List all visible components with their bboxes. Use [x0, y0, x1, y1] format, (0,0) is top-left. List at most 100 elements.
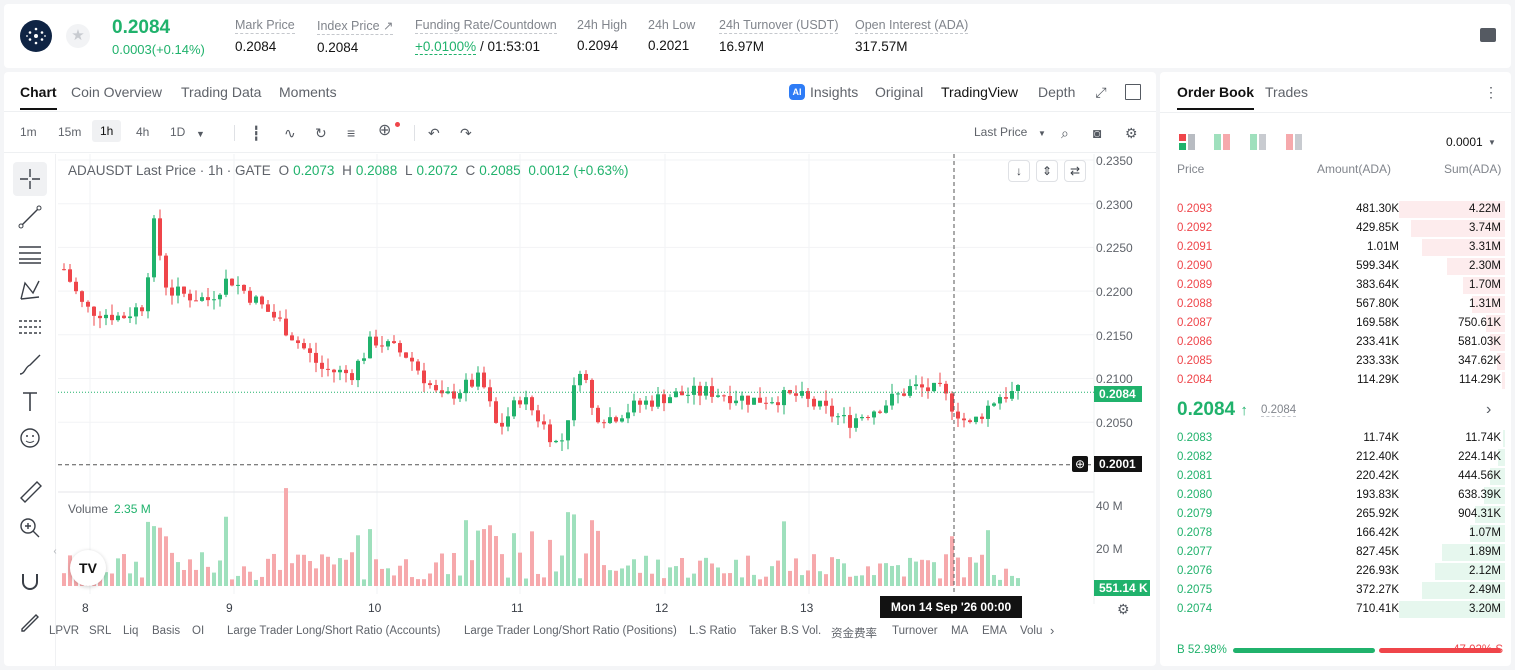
- ask-row[interactable]: 0.2092 429.85K 3.74M: [1160, 219, 1511, 238]
- indicator-tab[interactable]: Basis: [152, 625, 181, 637]
- indicator-tab[interactable]: Large Trader Long/Short Ratio (Accounts): [227, 625, 441, 637]
- tab-trades[interactable]: Trades: [1265, 84, 1309, 100]
- emoji-tool-icon[interactable]: [13, 421, 47, 455]
- ask-row[interactable]: 0.2090 599.34K 2.30M: [1160, 257, 1511, 276]
- precision-select[interactable]: 0.0001: [1446, 135, 1483, 149]
- fib-tool-icon[interactable]: [13, 310, 47, 344]
- bid-row[interactable]: 0.2075 372.27K 2.49M: [1160, 581, 1511, 600]
- bid-row[interactable]: 0.2080 193.83K 638.39K: [1160, 486, 1511, 505]
- timeframe-1m[interactable]: 1m: [20, 125, 37, 139]
- header-price: Price: [1177, 162, 1205, 176]
- ask-row[interactable]: 0.2084 114.29K 114.29K: [1160, 371, 1511, 390]
- view-bids-icon[interactable]: [1250, 134, 1266, 150]
- brush-tool-icon[interactable]: [13, 347, 47, 381]
- tab-coin-overview[interactable]: Coin Overview: [71, 84, 163, 100]
- indicators-icon[interactable]: ∿: [284, 125, 296, 141]
- tab-tradingview[interactable]: TradingView: [941, 84, 1019, 100]
- bid-row[interactable]: 0.2074 710.41K 3.20M: [1160, 600, 1511, 619]
- more-options-icon[interactable]: ⋮: [1484, 84, 1498, 100]
- ask-row[interactable]: 0.2093 481.30K 4.22M: [1160, 200, 1511, 219]
- tab-trading-data[interactable]: Trading Data: [181, 84, 262, 100]
- text-tool-icon[interactable]: [13, 384, 47, 418]
- view-asks-bids-icon[interactable]: [1214, 134, 1230, 150]
- ask-row[interactable]: 0.2087 169.58K 750.61K: [1160, 314, 1511, 333]
- ask-row[interactable]: 0.2085 233.33K 347.62K: [1160, 352, 1511, 371]
- bid-row[interactable]: 0.2079 265.92K 904.31K: [1160, 505, 1511, 524]
- row-sum: 1.07M: [1469, 527, 1501, 539]
- redo-icon[interactable]: ↷: [460, 125, 472, 141]
- chevron-right-icon[interactable]: ›: [1486, 401, 1492, 418]
- pencil-lock-tool-icon[interactable]: [13, 604, 47, 638]
- price-type-dropdown-icon[interactable]: ▼: [1038, 129, 1046, 138]
- expand-icon[interactable]: ⤢: [1095, 84, 1107, 100]
- settings-gear-icon[interactable]: ⚙: [1125, 125, 1138, 141]
- indicator-tab[interactable]: Volu: [1020, 625, 1043, 637]
- search-icon[interactable]: ⌕: [1061, 125, 1069, 141]
- timeframe-15m[interactable]: 15m: [58, 125, 82, 139]
- orderbook-mid-price[interactable]: 0.2084 ↑: [1177, 399, 1248, 420]
- fullscreen-icon[interactable]: [1125, 84, 1141, 100]
- trend-line-tool-icon[interactable]: [13, 199, 47, 233]
- book-icon[interactable]: [1480, 28, 1496, 42]
- indicator-tab[interactable]: Taker B.S Vol.: [749, 625, 822, 637]
- tab-original[interactable]: Original: [875, 84, 924, 100]
- bid-row[interactable]: 0.2076 226.93K 2.12M: [1160, 562, 1511, 581]
- axis-settings-icon[interactable]: ⚙: [1117, 601, 1130, 617]
- indicator-tab[interactable]: LPVR: [49, 625, 80, 637]
- indicator-tab[interactable]: OI: [192, 625, 205, 637]
- stat-index-price[interactable]: Index Price ↗ 0.2084: [317, 19, 394, 55]
- bid-row[interactable]: 0.2083 11.74K 11.74K: [1160, 429, 1511, 448]
- depth-bar: [1490, 468, 1505, 485]
- timeframe-1d[interactable]: 1D: [170, 125, 186, 139]
- crosshair-tool-icon[interactable]: [13, 162, 47, 196]
- indicator-tab[interactable]: MA: [951, 625, 969, 637]
- candlestick-chart[interactable]: [58, 154, 1156, 618]
- collapse-icon[interactable]: ⇕: [1036, 160, 1058, 182]
- timeframe-4h[interactable]: 4h: [136, 125, 150, 139]
- toggle-icon[interactable]: ⇄: [1064, 160, 1086, 182]
- indicator-tab[interactable]: SRL: [89, 625, 112, 637]
- indicator-tab[interactable]: Turnover: [892, 625, 938, 637]
- scroll-right-icon[interactable]: ›: [1050, 623, 1055, 638]
- indicator-tab[interactable]: 资金费率: [831, 628, 877, 640]
- templates-icon[interactable]: ≡: [347, 125, 356, 141]
- ask-row[interactable]: 0.2088 567.80K 1.31M: [1160, 295, 1511, 314]
- ask-row[interactable]: 0.2091 1.01M 3.31M: [1160, 238, 1511, 257]
- ask-row[interactable]: 0.2089 383.64K 1.70M: [1160, 276, 1511, 295]
- timeframe-1h[interactable]: 1h: [92, 120, 122, 142]
- bid-row[interactable]: 0.2082 212.40K 224.14K: [1160, 448, 1511, 467]
- indicator-tab[interactable]: Liq: [123, 625, 139, 637]
- bid-row[interactable]: 0.2078 166.42K 1.07M: [1160, 524, 1511, 543]
- tab-order-book[interactable]: Order Book: [1177, 84, 1255, 110]
- horizontal-lines-tool-icon[interactable]: [13, 236, 47, 270]
- candle-style-icon[interactable]: ┇: [252, 125, 261, 141]
- pattern-tool-icon[interactable]: [13, 273, 47, 307]
- add-alert-icon[interactable]: ⊕: [1072, 456, 1088, 472]
- ask-row[interactable]: 0.2086 233.41K 581.03K: [1160, 333, 1511, 352]
- indicator-tab[interactable]: EMA: [982, 625, 1007, 637]
- bid-row[interactable]: 0.2077 827.45K 1.89M: [1160, 543, 1511, 562]
- ruler-tool-icon[interactable]: [13, 474, 47, 508]
- tab-moments[interactable]: Moments: [279, 84, 337, 100]
- price-type-select[interactable]: Last Price: [974, 125, 1028, 139]
- bid-row[interactable]: 0.2081 220.42K 444.56K: [1160, 467, 1511, 486]
- add-indicator-icon[interactable]: ⊕: [378, 122, 392, 139]
- tradingview-logo[interactable]: TV: [70, 550, 106, 586]
- timeframe-dropdown-icon[interactable]: ▼: [196, 129, 205, 139]
- undo-icon[interactable]: ↶: [428, 125, 440, 141]
- view-asks-icon[interactable]: [1286, 134, 1302, 150]
- precision-dropdown-icon[interactable]: ▼: [1488, 138, 1496, 147]
- indicator-tab[interactable]: L.S Ratio: [689, 625, 737, 637]
- indicator-tab[interactable]: Large Trader Long/Short Ratio (Positions…: [464, 625, 677, 637]
- favorite-star-icon[interactable]: ★: [66, 24, 90, 48]
- view-both-icon[interactable]: [1179, 134, 1195, 150]
- arrow-down-icon[interactable]: ↓: [1008, 160, 1030, 182]
- collapse-left-icon[interactable]: ‹: [53, 546, 57, 557]
- tab-depth[interactable]: Depth: [1038, 84, 1076, 100]
- replay-icon[interactable]: ↻: [315, 125, 327, 141]
- tab-insights[interactable]: Insights: [810, 84, 859, 100]
- tab-chart[interactable]: Chart: [20, 84, 57, 110]
- camera-icon[interactable]: ◙: [1093, 125, 1102, 141]
- zoom-in-tool-icon[interactable]: [13, 511, 47, 545]
- magnet-tool-icon[interactable]: [13, 564, 47, 598]
